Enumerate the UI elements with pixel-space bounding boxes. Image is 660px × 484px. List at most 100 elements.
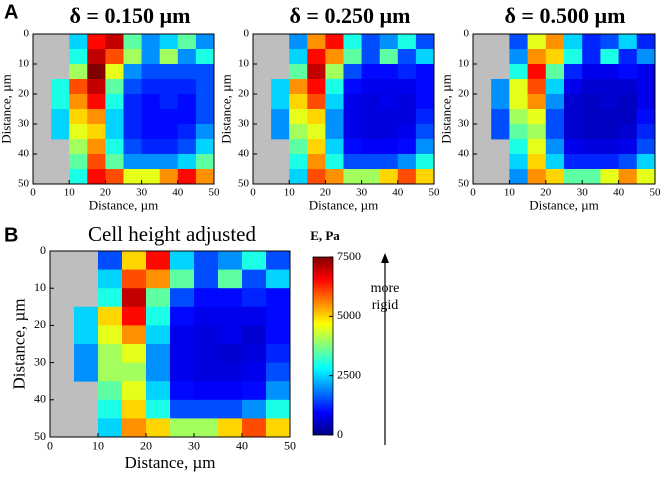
heat-cell bbox=[582, 64, 601, 80]
heat-cell bbox=[618, 64, 638, 80]
heat-cell bbox=[69, 139, 88, 155]
heat-cell bbox=[122, 418, 147, 438]
heat-cell bbox=[170, 251, 195, 270]
heat-cell bbox=[141, 139, 161, 155]
x-axis-label: Distance, µm bbox=[89, 198, 159, 213]
heat-cell bbox=[527, 64, 547, 80]
heat-cell bbox=[415, 109, 435, 125]
heat-cell bbox=[271, 94, 290, 110]
plot-frame bbox=[252, 33, 435, 185]
heat-cell bbox=[69, 169, 88, 185]
heat-cell bbox=[194, 306, 219, 326]
y-tick-label: 30 bbox=[34, 354, 46, 368]
heat-cell bbox=[242, 362, 267, 382]
heat-cell bbox=[636, 94, 656, 110]
heat-cell bbox=[194, 269, 219, 289]
heat-cell bbox=[98, 251, 123, 270]
x-tick-label: 40 bbox=[613, 186, 625, 198]
heat-cell bbox=[491, 79, 510, 95]
heat-cell bbox=[51, 124, 70, 140]
heat-cell bbox=[618, 154, 638, 170]
heat-cell bbox=[636, 124, 656, 140]
heat-cell bbox=[105, 124, 124, 140]
x-tick-label: 40 bbox=[172, 186, 184, 198]
heat-cell bbox=[177, 94, 197, 110]
heat-cell bbox=[98, 306, 123, 326]
heat-cell bbox=[177, 34, 197, 50]
heat-cell bbox=[218, 418, 243, 438]
heat-cell bbox=[289, 49, 308, 65]
y-tick-label: 30 bbox=[18, 118, 30, 130]
plot-frame bbox=[32, 33, 215, 185]
heat-cell bbox=[564, 169, 583, 185]
y-axis-label: Distance, µm bbox=[10, 299, 29, 390]
heat-cell bbox=[343, 139, 362, 155]
heat-cell bbox=[177, 154, 197, 170]
heat-cell bbox=[141, 109, 161, 125]
y-tick-label: 50 bbox=[18, 178, 30, 190]
heat-cell bbox=[636, 49, 656, 65]
heat-cell bbox=[325, 79, 344, 95]
heat-cell bbox=[242, 288, 267, 308]
heat-cell bbox=[582, 169, 601, 185]
y-tick-label: 10 bbox=[238, 58, 250, 70]
heat-cell bbox=[105, 64, 124, 80]
heat-cell bbox=[361, 124, 381, 140]
heat-cell bbox=[194, 288, 219, 308]
heat-cell bbox=[98, 288, 123, 308]
heat-cell bbox=[618, 124, 638, 140]
heat-cell bbox=[636, 139, 656, 155]
heat-cell bbox=[87, 109, 106, 125]
y-tick-label: 20 bbox=[458, 88, 470, 100]
heat-cell bbox=[98, 325, 123, 345]
x-tick-label: 40 bbox=[392, 186, 404, 198]
x-tick-label: 0 bbox=[47, 438, 53, 452]
heat-cell bbox=[289, 139, 308, 155]
heat-cell bbox=[195, 34, 215, 50]
heat-cell bbox=[343, 79, 362, 95]
heat-cell bbox=[397, 49, 417, 65]
heat-cell bbox=[545, 49, 565, 65]
x-tick-label: 50 bbox=[284, 438, 296, 452]
heat-cell bbox=[307, 109, 326, 125]
heat-cell bbox=[545, 34, 565, 50]
heat-cell bbox=[325, 109, 344, 125]
heat-cell bbox=[51, 94, 70, 110]
heat-cell bbox=[509, 154, 528, 170]
y-tick-label: 40 bbox=[34, 392, 46, 406]
panel-label: A bbox=[4, 1, 18, 23]
heat-cell bbox=[600, 139, 619, 155]
heat-cell bbox=[123, 94, 142, 110]
heat-cell bbox=[141, 169, 161, 185]
heat-cell bbox=[105, 34, 124, 50]
y-tick-label: 20 bbox=[34, 317, 46, 331]
heat-cell bbox=[122, 381, 147, 401]
heat-cell bbox=[564, 49, 583, 65]
heat-cell bbox=[218, 381, 243, 401]
heat-cell bbox=[266, 288, 291, 308]
x-axis-label: Distance, µm bbox=[125, 453, 216, 472]
heat-cell bbox=[307, 49, 326, 65]
x-tick-label: 40 bbox=[236, 438, 248, 452]
heat-cell bbox=[141, 64, 161, 80]
heat-cell bbox=[509, 124, 528, 140]
heat-cell bbox=[379, 139, 399, 155]
side-note: rigid bbox=[372, 298, 398, 313]
chart-title: Cell height adjusted bbox=[88, 222, 256, 246]
y-tick-label: 30 bbox=[458, 118, 470, 130]
heat-cell bbox=[600, 109, 619, 125]
heat-cell bbox=[105, 109, 124, 125]
heat-cell bbox=[545, 79, 565, 95]
heat-cell bbox=[618, 169, 638, 185]
heat-cell bbox=[123, 64, 142, 80]
heat-cell bbox=[415, 169, 435, 185]
heat-cell bbox=[509, 49, 528, 65]
heat-cell bbox=[325, 64, 344, 80]
heat-cell bbox=[636, 154, 656, 170]
heat-cell bbox=[266, 399, 291, 419]
colorbar-tick-label: 2500 bbox=[337, 367, 361, 381]
heat-cell bbox=[195, 154, 215, 170]
heat-cell bbox=[123, 79, 142, 95]
heat-cell bbox=[527, 79, 547, 95]
